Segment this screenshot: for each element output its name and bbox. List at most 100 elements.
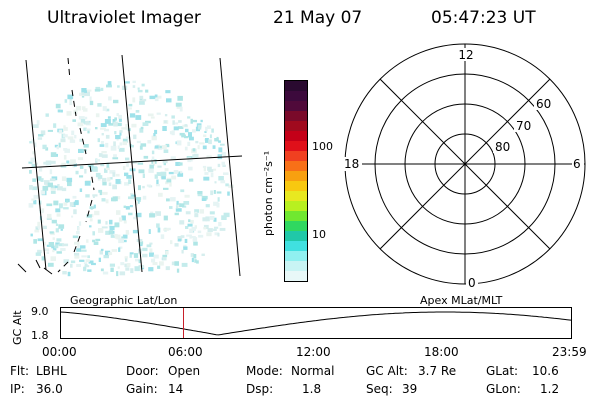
uv-pixel xyxy=(60,138,66,143)
uv-pixel xyxy=(179,220,185,225)
colorbar-tick-100: 100 xyxy=(312,140,333,153)
uv-pixel xyxy=(98,228,104,233)
uv-pixel xyxy=(105,230,111,235)
uv-pixel xyxy=(204,172,209,175)
timeline-right-title: Apex MLat/MLT xyxy=(420,294,503,307)
uv-pixel xyxy=(98,189,103,193)
uv-pixel xyxy=(132,97,136,103)
uv-pixel xyxy=(223,172,229,175)
uv-pixel xyxy=(197,230,202,234)
uv-pixel xyxy=(50,188,56,191)
uv-pixel xyxy=(77,157,84,161)
uv-pixel xyxy=(54,144,58,148)
uv-pixel xyxy=(109,263,115,267)
header-time: 05:47:23 UT xyxy=(431,8,536,28)
uv-pixel xyxy=(166,98,172,103)
uv-pixel xyxy=(77,226,80,231)
uv-pixel xyxy=(206,232,212,237)
uv-pixel xyxy=(157,95,162,99)
uv-pixel xyxy=(108,123,114,126)
uv-pixel xyxy=(190,178,193,181)
uv-pixel xyxy=(109,219,113,225)
uv-pixel xyxy=(40,178,44,182)
uv-pixel xyxy=(209,134,212,139)
uv-pixel xyxy=(92,167,98,172)
uv-pixel xyxy=(124,172,129,177)
uv-pixel xyxy=(37,221,41,227)
uv-pixel xyxy=(141,83,145,87)
uv-pixel xyxy=(138,259,142,264)
uv-pixel xyxy=(48,242,54,247)
uv-pixel xyxy=(60,109,63,113)
uv-pixel xyxy=(54,185,58,188)
uv-emission-pixels xyxy=(28,80,234,277)
uv-pixel xyxy=(201,253,205,256)
uv-pixel xyxy=(106,84,112,88)
uv-pixel xyxy=(154,145,159,149)
uv-pixel xyxy=(165,90,171,94)
uv-pixel xyxy=(81,255,87,258)
uv-pixel xyxy=(176,203,181,208)
uv-pixel xyxy=(175,102,182,107)
coastline xyxy=(17,259,53,275)
uv-pixel xyxy=(183,201,190,205)
uv-pixel xyxy=(79,165,84,169)
uv-pixel xyxy=(94,89,101,92)
uv-pixel xyxy=(122,166,126,170)
uv-pixel xyxy=(71,130,75,136)
uv-pixel xyxy=(184,238,188,243)
uv-pixel xyxy=(105,250,111,256)
uv-pixel xyxy=(125,157,130,161)
uv-pixel xyxy=(41,208,45,213)
uv-pixel xyxy=(70,263,73,268)
uv-pixel xyxy=(80,119,86,124)
uv-pixel xyxy=(54,244,59,249)
uv-pixel xyxy=(50,256,56,261)
uv-pixel xyxy=(37,176,42,181)
uv-pixel xyxy=(84,90,87,93)
uv-pixel xyxy=(209,216,215,220)
uv-pixel xyxy=(125,267,130,271)
uv-pixel xyxy=(185,226,189,229)
uv-pixel xyxy=(100,268,104,272)
uv-pixel xyxy=(173,126,179,131)
uv-pixel xyxy=(160,171,167,177)
uv-pixel xyxy=(183,246,188,250)
uv-pixel xyxy=(125,230,129,235)
uv-pixel xyxy=(186,156,193,159)
grid-meridian-line xyxy=(25,59,47,271)
uv-pixel xyxy=(89,100,94,106)
uv-pixel xyxy=(107,81,112,86)
uv-pixel xyxy=(125,136,131,139)
uv-pixel xyxy=(64,99,68,103)
uv-pixel xyxy=(51,219,57,224)
uv-pixel xyxy=(116,122,122,127)
uv-pixel xyxy=(152,262,158,266)
lat-label-70: 70 xyxy=(516,119,531,133)
uv-pixel xyxy=(162,256,167,261)
uv-pixel xyxy=(52,185,57,190)
uv-pixel xyxy=(125,127,128,130)
uv-pixel xyxy=(217,233,220,237)
uv-pixel xyxy=(67,94,74,100)
lat-label-60: 60 xyxy=(536,97,551,111)
uv-image-panel[interactable] xyxy=(10,50,260,280)
uv-pixel xyxy=(222,164,226,167)
geographic-grid xyxy=(17,54,243,277)
uv-pixel xyxy=(203,134,207,137)
app-title: Ultraviolet Imager xyxy=(47,8,201,28)
uv-pixel xyxy=(85,259,90,263)
uv-pixel xyxy=(44,180,50,185)
uv-pixel xyxy=(63,148,68,151)
orbit-timeline-plot[interactable] xyxy=(59,307,573,339)
uv-pixel xyxy=(143,155,149,159)
uv-pixel xyxy=(91,213,94,218)
uv-pixel xyxy=(129,113,136,118)
uv-pixel xyxy=(63,127,68,131)
lat-label-80: 80 xyxy=(495,140,510,154)
uv-pixel xyxy=(143,98,147,102)
uv-pixel xyxy=(121,236,124,240)
uv-pixel xyxy=(174,243,179,247)
uv-pixel xyxy=(81,106,86,110)
uv-pixel xyxy=(200,119,203,123)
